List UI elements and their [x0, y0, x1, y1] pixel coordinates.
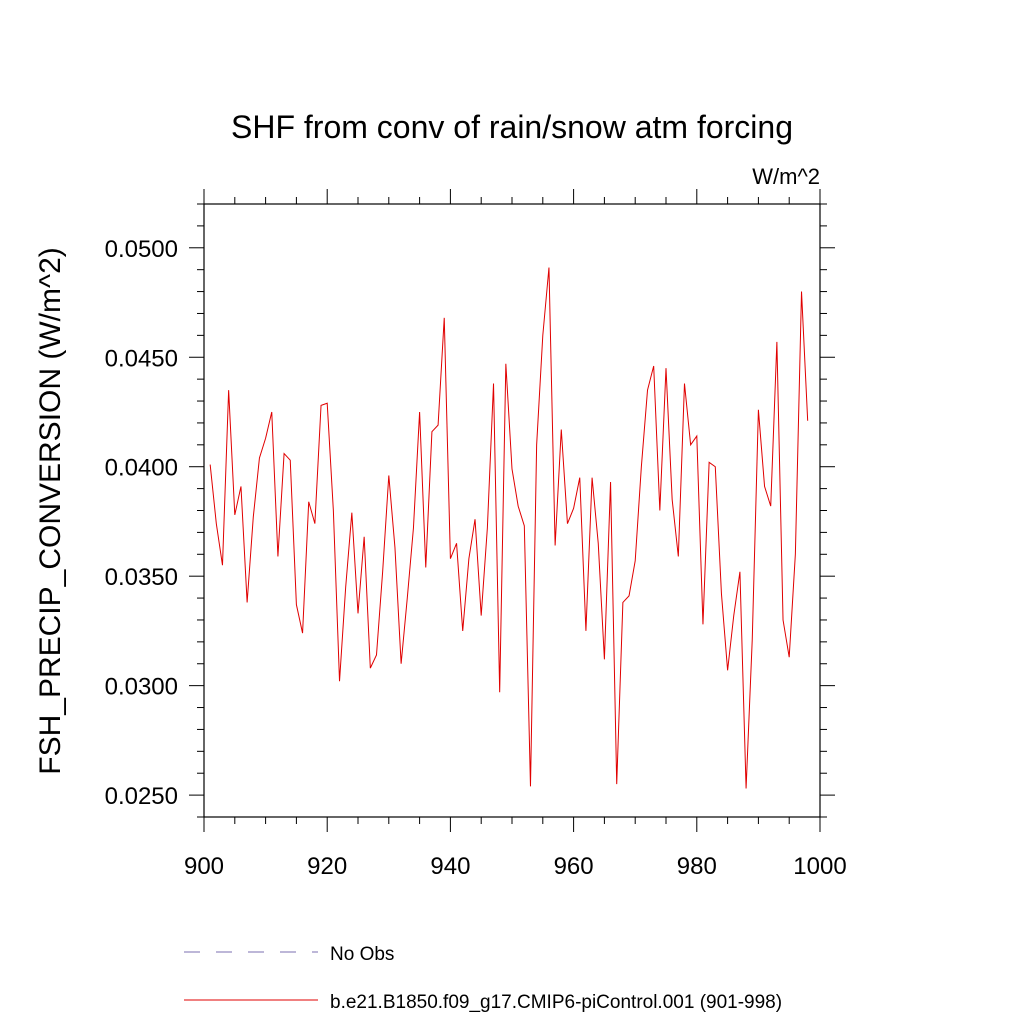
- y-tick-label: 0.0300: [105, 674, 178, 701]
- x-tick-label: 960: [554, 853, 594, 880]
- y-axis-tick-labels: 0.0250 0.0300 0.0350 0.0400 0.0450 0.0500: [105, 236, 178, 810]
- x-axis-tick-labels: 900 920 940 960 980 1000: [184, 853, 847, 880]
- x-tick-label: 900: [184, 853, 224, 880]
- x-tick-label: 1000: [793, 853, 846, 880]
- y-tick-label: 0.0450: [105, 345, 178, 372]
- chart-title: SHF from conv of rain/snow atm forcing: [231, 109, 793, 145]
- data-series: [209, 267, 809, 789]
- legend-label-model: b.e21.B1850.f09_g17.CMIP6-piControl.001 …: [330, 992, 782, 1013]
- series-line: [209, 267, 809, 789]
- x-axis-ticks: [203, 189, 821, 832]
- units-label: W/m^2: [752, 164, 820, 189]
- x-tick-label: 940: [430, 853, 470, 880]
- y-tick-label: 0.0400: [105, 455, 178, 482]
- y-axis-label: FSH_PRECIP_CONVERSION (W/m^2): [34, 247, 67, 774]
- y-tick-label: 0.0350: [105, 564, 178, 591]
- x-tick-label: 920: [307, 853, 347, 880]
- y-tick-label: 0.0500: [105, 236, 178, 263]
- legend-label-no-obs: No Obs: [330, 944, 394, 965]
- plot-area-frame: [203, 203, 821, 818]
- legend: No Obs b.e21.B1850.f09_g17.CMIP6-piContr…: [184, 944, 782, 1013]
- y-tick-label: 0.0250: [105, 783, 178, 810]
- x-tick-label: 980: [677, 853, 717, 880]
- y-axis-ticks: [189, 203, 835, 818]
